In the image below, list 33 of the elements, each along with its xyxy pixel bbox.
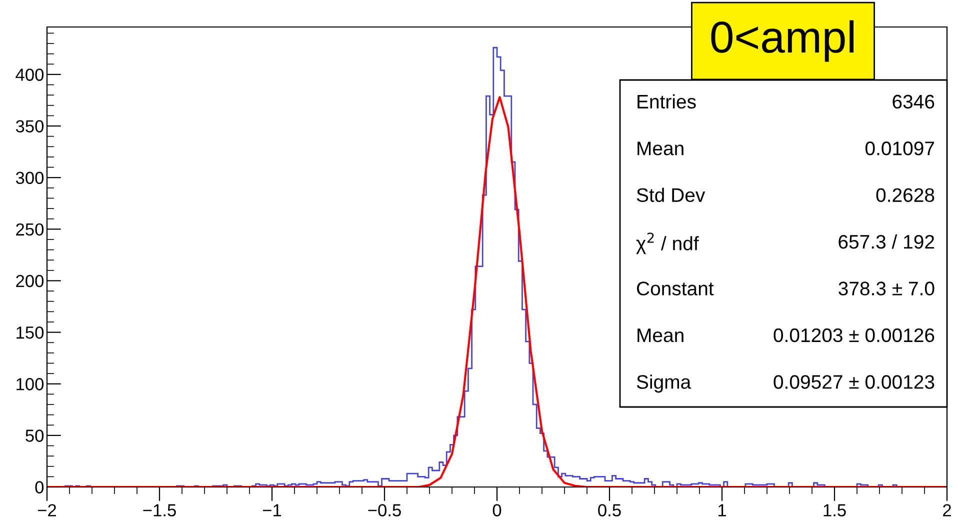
y-tick-label: 250 bbox=[16, 223, 44, 236]
annotation: 378.3 ± 7.0 bbox=[838, 282, 934, 296]
y-tick-label: 300 bbox=[16, 172, 44, 184]
annotation: Mean bbox=[638, 142, 684, 156]
y-tick-label: 50 bbox=[26, 430, 44, 442]
annotation: 6346 bbox=[892, 94, 934, 109]
annotation: Entries bbox=[638, 94, 696, 109]
annotation: 657.3 / 192 bbox=[838, 234, 934, 249]
y-tick-label: 0 bbox=[35, 481, 44, 494]
annotation: Sigma bbox=[636, 374, 692, 393]
annotation: 0.01203 ± 0.00126 bbox=[774, 328, 934, 342]
x-tick-label: 1 bbox=[718, 504, 726, 516]
x-tick-label: 0.5 bbox=[598, 504, 621, 516]
x-tick-label: 0 bbox=[492, 504, 502, 516]
y-tick-label: 200 bbox=[16, 274, 44, 288]
y-tick-label: 400 bbox=[16, 68, 44, 81]
annotation: Constant bbox=[636, 282, 714, 296]
x-tick-label: −1 bbox=[262, 504, 282, 516]
x-tick-label: 1.5 bbox=[824, 504, 846, 516]
chart-title: 0<ampl bbox=[711, 20, 854, 62]
annotation: Mean bbox=[638, 328, 684, 342]
annotation: Std Dev bbox=[636, 188, 706, 202]
y-tick-label: 150 bbox=[16, 326, 44, 339]
annotation: 0.2628 bbox=[876, 188, 934, 202]
annotation: 0.09527 ± 0.00123 bbox=[774, 375, 934, 389]
x-tick-label: −0.5 bbox=[368, 504, 401, 516]
y-tick-label: 350 bbox=[16, 120, 44, 132]
y-tick-label: 100 bbox=[16, 378, 44, 390]
annotation: 0.01097 bbox=[865, 142, 934, 156]
annotation: χ$^{2}$ / ndf bbox=[636, 232, 699, 254]
x-tick-label: −2 bbox=[38, 504, 56, 516]
x-tick-label: −1.5 bbox=[143, 504, 176, 516]
x-tick-label: 2 bbox=[943, 504, 951, 516]
